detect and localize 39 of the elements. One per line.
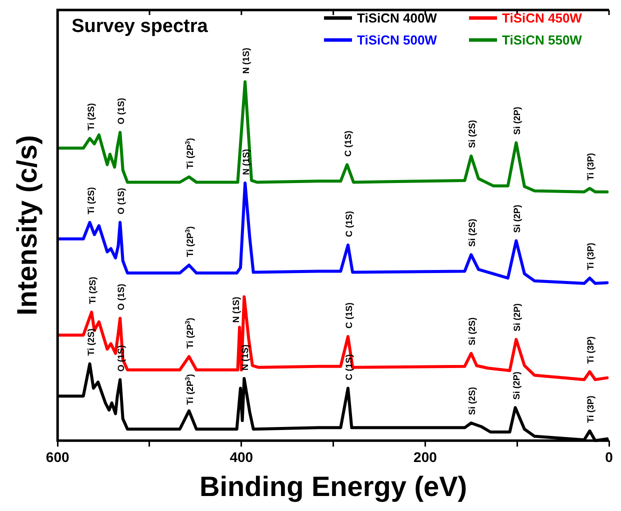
annotation: C (1S) bbox=[343, 130, 354, 157]
annotation: Ti (3P) bbox=[586, 396, 596, 423]
annotation: C (1S) bbox=[344, 354, 354, 380]
legend-label: TiSiCN 500W bbox=[357, 32, 438, 48]
annotation: Si (2P) bbox=[512, 303, 522, 332]
annotation: O (1S) bbox=[116, 188, 126, 214]
annotation: C (1S) bbox=[344, 302, 354, 329]
annotation: Ti (3P) bbox=[586, 336, 596, 364]
x-axis-title: Binding Energy (eV) bbox=[200, 470, 468, 502]
annotation: O (1S) bbox=[116, 98, 126, 124]
annotation: Ti (2S) bbox=[86, 187, 96, 214]
annotation: Si (2S) bbox=[467, 218, 478, 247]
annotation: O (1S) bbox=[116, 345, 126, 372]
legend-label: TiSiCN 550W bbox=[502, 32, 583, 48]
annotation: Si (2P) bbox=[512, 204, 522, 233]
annotation: Si (2P) bbox=[512, 106, 522, 135]
annotation: N (1S) bbox=[241, 48, 252, 74]
annotation: Ti (2S) bbox=[86, 103, 96, 130]
annotation: Ti (2S) bbox=[86, 328, 96, 356]
x-tick-label: 600 bbox=[46, 448, 70, 465]
chart-title: Survey spectra bbox=[72, 16, 208, 37]
annotation: Ti (3P) bbox=[586, 152, 596, 180]
annotation: N (1S) bbox=[231, 296, 242, 323]
x-tick-label: 200 bbox=[414, 448, 438, 465]
annotation: N (1S) bbox=[240, 344, 250, 371]
y-axis-title: Intensity (c/s) bbox=[12, 135, 43, 316]
annotation: Si (2S) bbox=[467, 387, 478, 416]
annotation: Si (2S) bbox=[467, 317, 478, 346]
annotation: Si (2S) bbox=[467, 120, 478, 148]
x-tick-label: 400 bbox=[230, 448, 254, 465]
annotation: Si (2P) bbox=[511, 372, 522, 400]
x-tick-label: 0 bbox=[605, 448, 614, 465]
legend-label: TiSiCN 450W bbox=[502, 10, 583, 26]
legend-label: TiSiCN 400W bbox=[357, 10, 438, 26]
annotation: Ti (2S) bbox=[88, 276, 98, 304]
annotation: C (1S) bbox=[344, 211, 354, 238]
annotation: O (1S) bbox=[116, 284, 126, 310]
annotation: N (1S) bbox=[241, 148, 252, 175]
annotation: Ti (3P) bbox=[586, 242, 596, 270]
